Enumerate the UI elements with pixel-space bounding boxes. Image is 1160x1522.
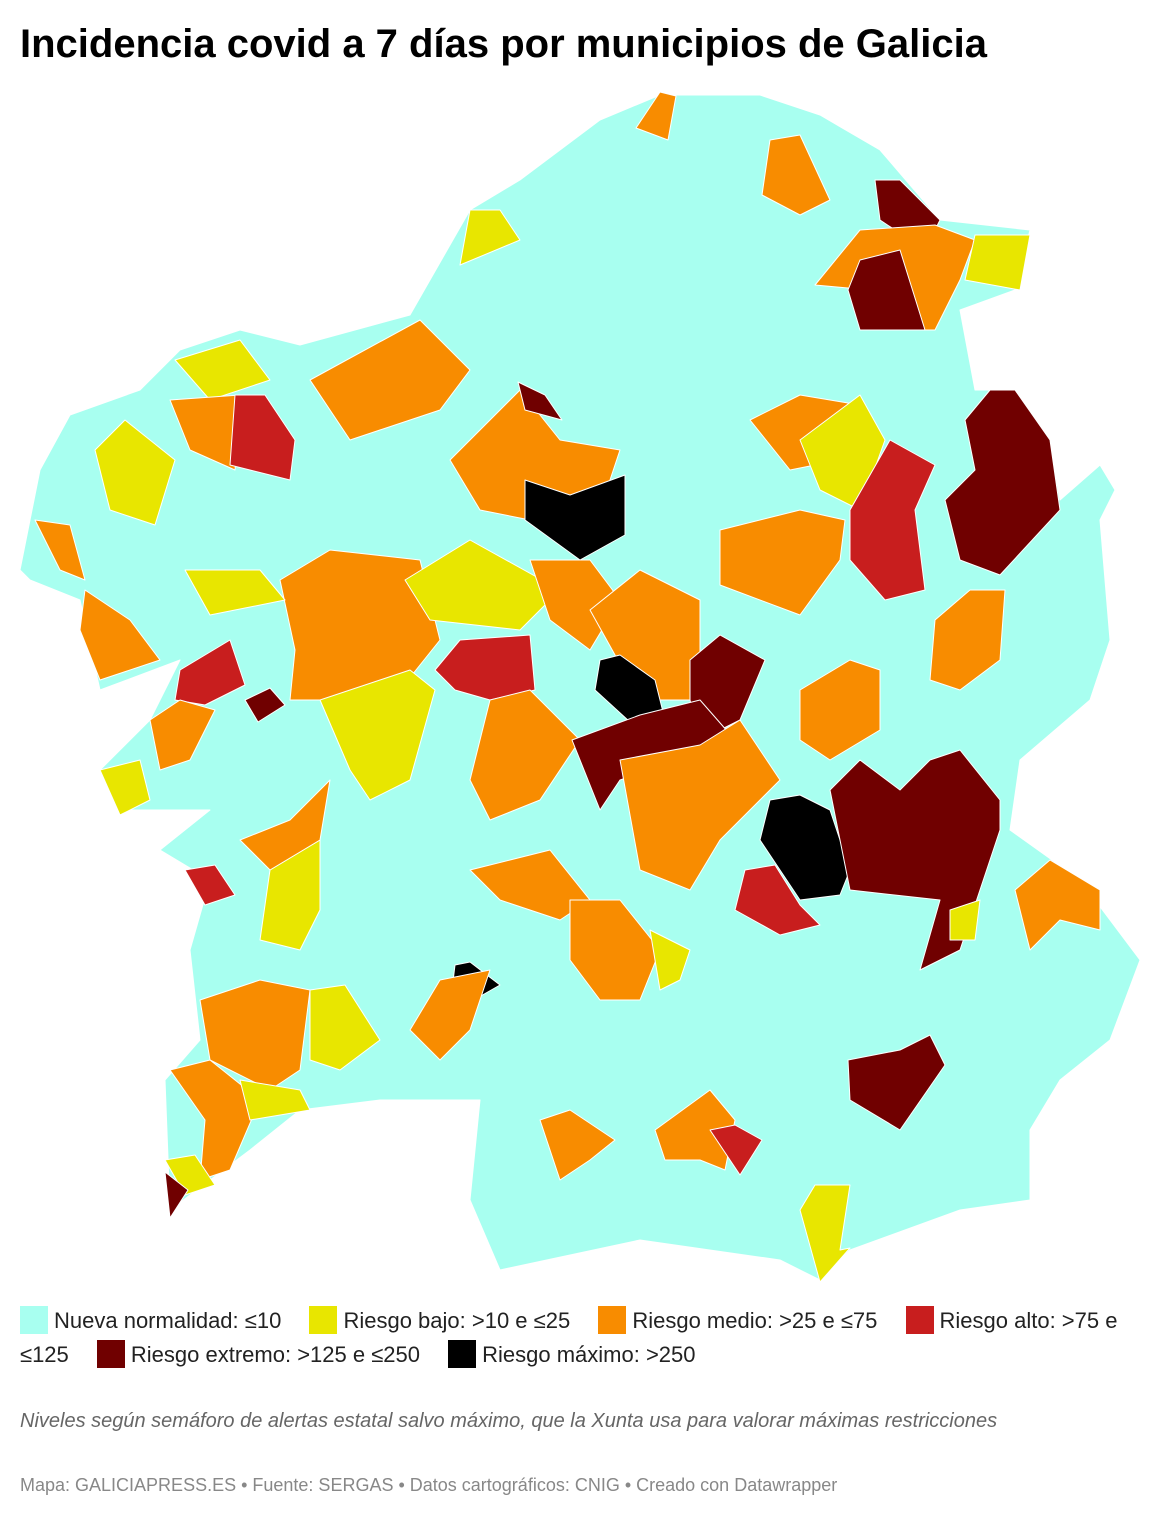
municipality: [229, 394, 296, 481]
municipality: [761, 134, 831, 216]
municipality: [319, 669, 436, 801]
municipality: [1014, 859, 1101, 951]
legend-label: Riesgo medio: >25 e ≤75: [632, 1308, 878, 1333]
legend-label: Riesgo bajo: >10 e ≤25: [343, 1308, 571, 1333]
note: Niveles según semáforo de alertas estata…: [20, 1410, 998, 1432]
legend-item: Riesgo medio: >25 e ≤75: [598, 1306, 878, 1334]
legend-item: Riesgo máximo: >250: [448, 1340, 696, 1368]
legend-item: Nueva normalidad: ≤10: [20, 1306, 282, 1334]
map: [19, 91, 1141, 1283]
legend-item: Riesgo bajo: >10 e ≤25: [309, 1306, 571, 1334]
municipality: [169, 394, 241, 471]
municipality: [99, 759, 151, 816]
legend-swatch: [598, 1306, 627, 1334]
municipality: [719, 509, 846, 616]
legend-label: Riesgo extremo: >125 e ≤250: [130, 1342, 420, 1367]
legend-label: Riesgo alto: >75 e ≤125: [20, 1308, 1118, 1367]
municipality: [434, 634, 536, 701]
municipality: [734, 864, 821, 936]
municipality: [469, 689, 581, 821]
municipality: [239, 779, 331, 871]
title: Incidencia covid a 7 días por municipios…: [20, 22, 987, 66]
municipality: [94, 419, 176, 526]
municipality: [409, 969, 491, 1061]
legend-swatch: [96, 1340, 125, 1368]
municipality: [847, 249, 926, 331]
municipality: [174, 339, 271, 401]
municipality: [944, 389, 1061, 576]
municipality: [539, 1109, 616, 1181]
municipality: [244, 687, 286, 723]
municipality: [964, 234, 1031, 291]
legend-item: Riesgo alto: >75 e ≤125: [20, 1306, 1118, 1367]
source: Mapa: GALICIAPRESS.ES • Fuente: SERGAS •…: [20, 1475, 838, 1495]
municipality: [654, 1089, 736, 1171]
municipality: [149, 699, 216, 771]
municipality: [459, 209, 521, 266]
municipality: [619, 719, 781, 891]
municipality: [635, 91, 677, 141]
municipality: [184, 569, 286, 616]
legend-swatch: [448, 1340, 477, 1368]
municipality: [709, 1124, 763, 1176]
municipality: [759, 794, 851, 901]
legend-label: Riesgo máximo: >250: [482, 1342, 696, 1367]
municipality: [524, 474, 626, 561]
municipality: [184, 864, 236, 906]
legend-item: Riesgo extremo: >125 e ≤250: [96, 1340, 420, 1368]
municipality: [164, 1171, 189, 1219]
municipality: [929, 589, 1006, 691]
municipality: [79, 589, 161, 681]
legend-swatch: [309, 1306, 338, 1334]
municipality: [309, 984, 381, 1071]
municipality: [404, 539, 561, 631]
municipality: [649, 929, 691, 991]
municipality: [34, 519, 86, 581]
municipality: [309, 319, 471, 441]
municipality: [849, 439, 936, 601]
municipality: [239, 1079, 311, 1121]
legend: Nueva normalidad: ≤10 Riesgo bajo: >10 e…: [20, 1304, 1145, 1372]
municipality: [847, 1034, 946, 1131]
legend-label: Nueva normalidad: ≤10: [54, 1308, 282, 1333]
municipality: [169, 1059, 261, 1181]
municipality: [569, 899, 661, 1001]
legend-swatch: [20, 1306, 48, 1334]
legend-swatch: [905, 1306, 934, 1334]
municipality: [799, 1184, 851, 1283]
municipality: [174, 639, 246, 706]
municipality: [517, 381, 563, 421]
municipality: [799, 659, 881, 761]
municipality: [949, 899, 981, 941]
